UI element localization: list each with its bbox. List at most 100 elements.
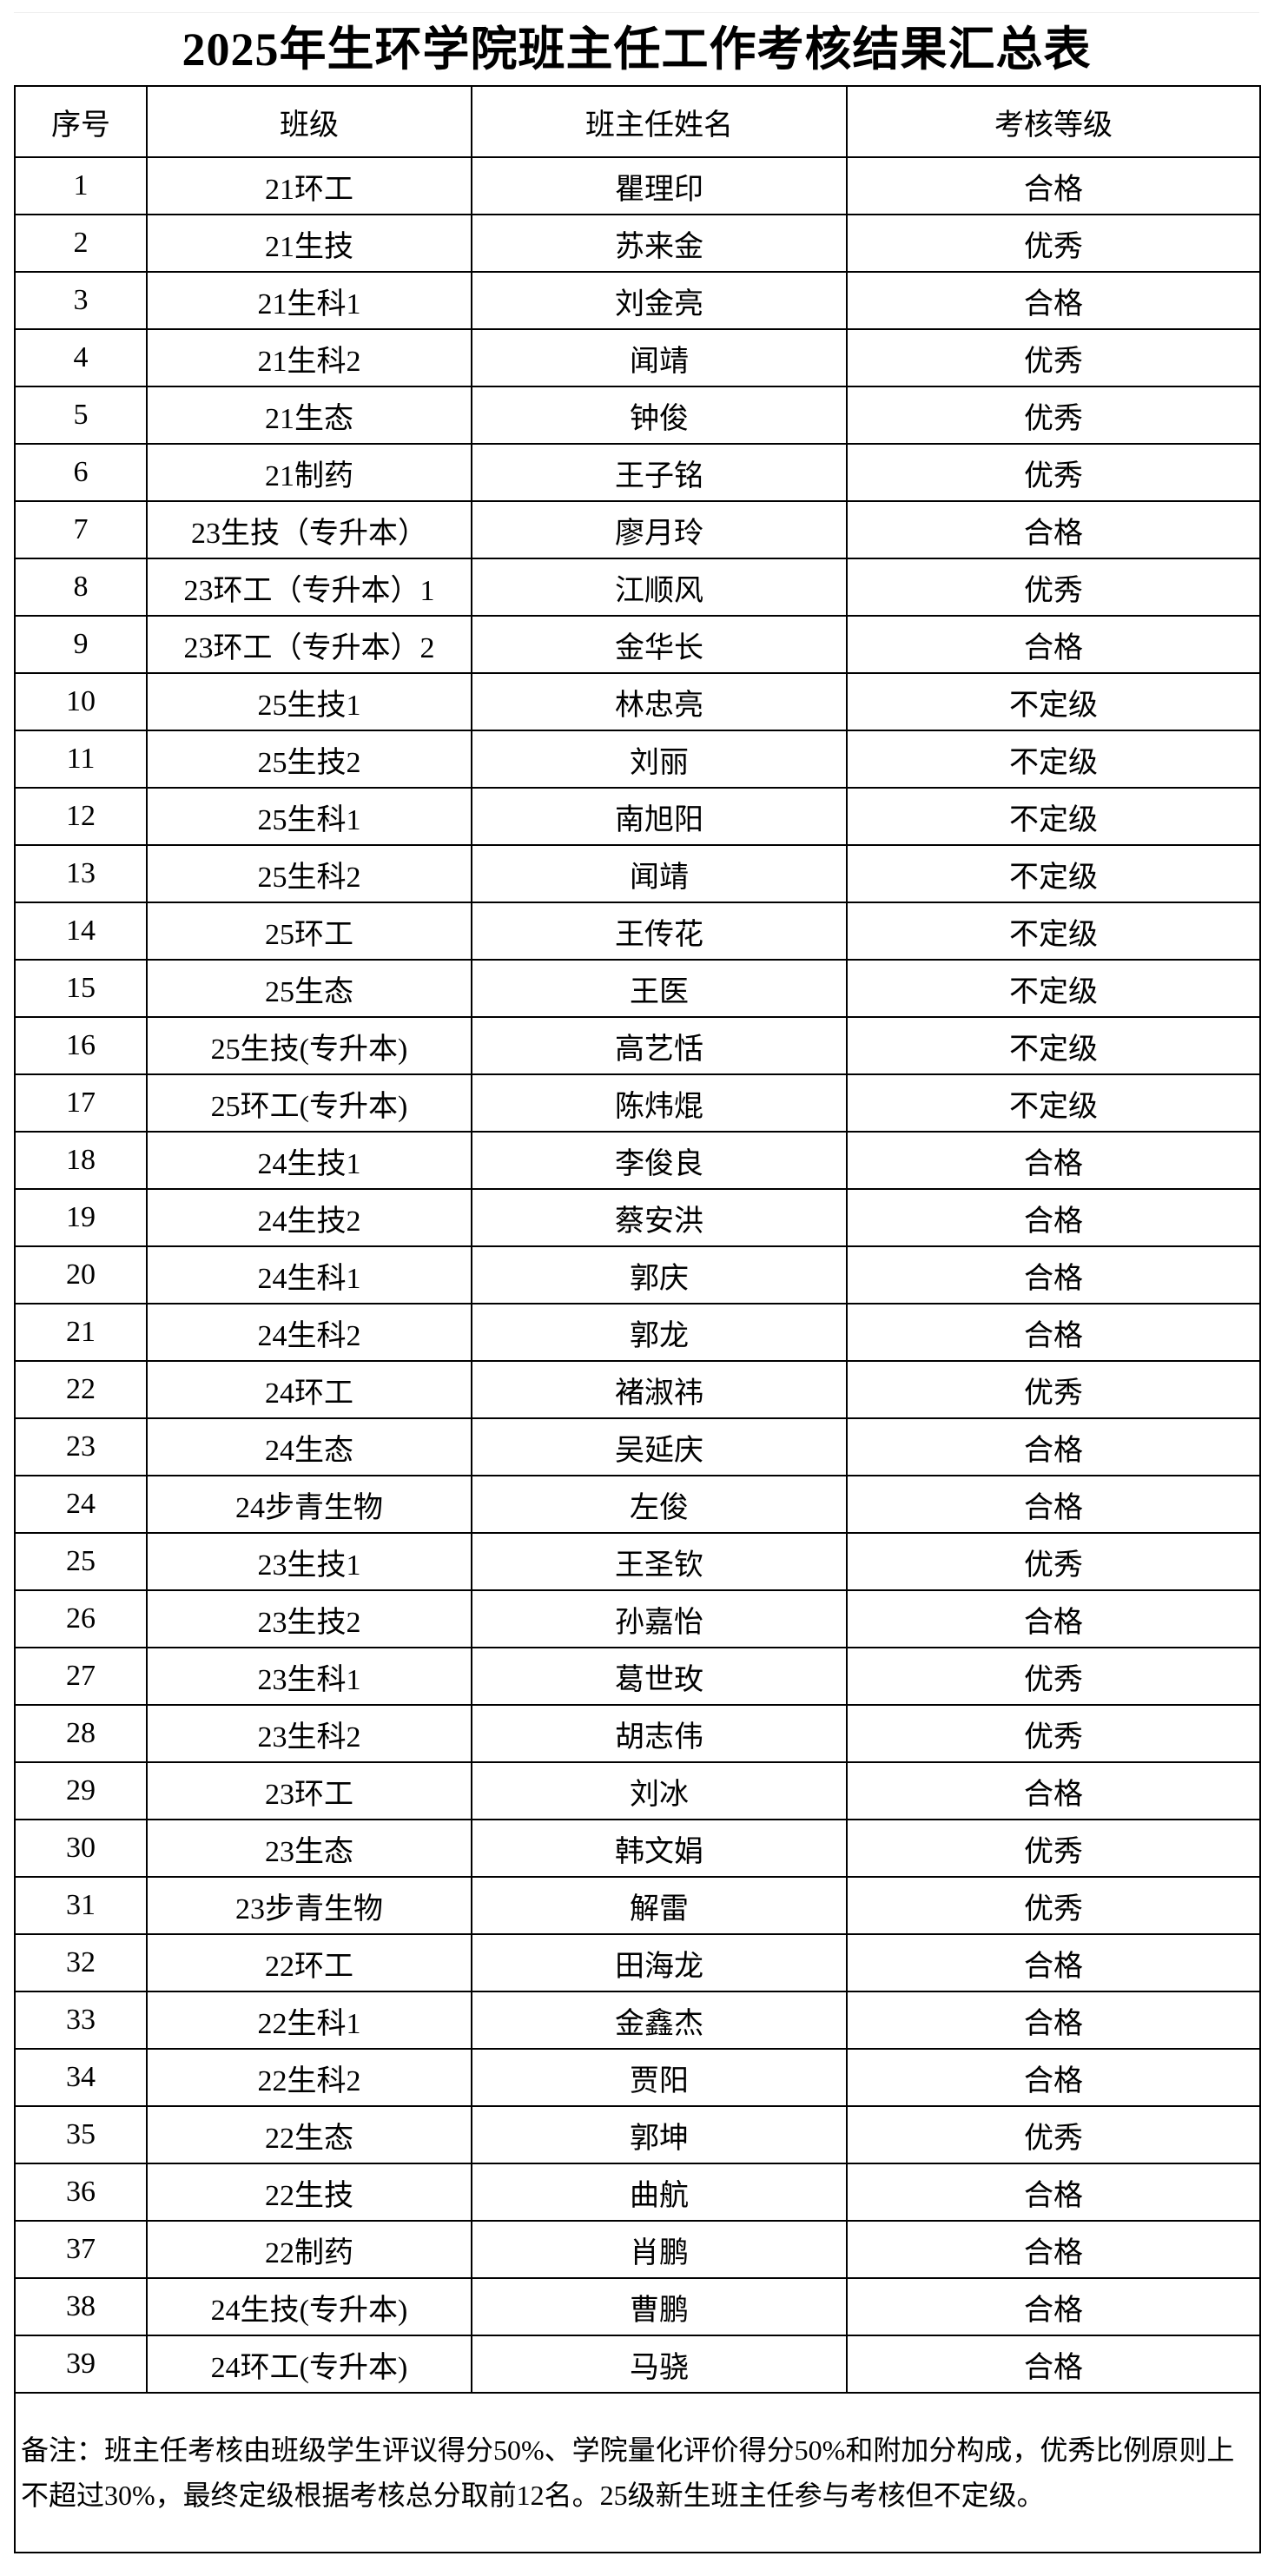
cell-index: 6 bbox=[14, 443, 148, 502]
cell-index: 22 bbox=[14, 1360, 148, 1419]
table-row: 38 24生技(专升本) 曹鹏 合格 bbox=[14, 2277, 1261, 2336]
cell-class: 22生技 bbox=[146, 2163, 472, 2222]
cell-grade: 合格 bbox=[846, 500, 1261, 559]
header-row: 序号 班级 班主任姓名 考核等级 bbox=[14, 85, 1261, 158]
cell-grade: 优秀 bbox=[846, 1876, 1261, 1935]
table-row: 31 23步青生物 解雷 优秀 bbox=[14, 1876, 1261, 1935]
cell-teacher: 吴延庆 bbox=[471, 1417, 848, 1476]
table-row: 30 23生态 韩文娟 优秀 bbox=[14, 1819, 1261, 1878]
cell-grade: 优秀 bbox=[846, 1819, 1261, 1878]
cell-teacher: 孙嘉怡 bbox=[471, 1589, 848, 1648]
cell-grade: 优秀 bbox=[846, 1360, 1261, 1419]
table-row: 19 24生技2 蔡安洪 合格 bbox=[14, 1188, 1261, 1247]
cell-class: 25生态 bbox=[146, 959, 472, 1018]
cell-teacher: 王医 bbox=[471, 959, 848, 1018]
cell-class: 23生科1 bbox=[146, 1647, 472, 1706]
table-row: 14 25环工 王传花 不定级 bbox=[14, 902, 1261, 961]
cell-index: 2 bbox=[14, 214, 148, 273]
cell-class: 24步青生物 bbox=[146, 1475, 472, 1534]
header-grade: 考核等级 bbox=[846, 85, 1261, 158]
cell-index: 24 bbox=[14, 1475, 148, 1534]
cell-grade: 合格 bbox=[846, 2048, 1261, 2107]
cell-index: 31 bbox=[14, 1876, 148, 1935]
cell-grade: 不定级 bbox=[846, 844, 1261, 903]
cell-index: 30 bbox=[14, 1819, 148, 1878]
cell-index: 9 bbox=[14, 615, 148, 674]
table-row: 29 23环工 刘冰 合格 bbox=[14, 1761, 1261, 1820]
cell-index: 38 bbox=[14, 2277, 148, 2336]
cell-class: 21环工 bbox=[146, 156, 472, 215]
cell-teacher: 解雷 bbox=[471, 1876, 848, 1935]
cell-teacher: 王传花 bbox=[471, 902, 848, 961]
table-row: 10 25生技1 林忠亮 不定级 bbox=[14, 672, 1261, 731]
cell-class: 22生科1 bbox=[146, 1991, 472, 2050]
cell-teacher: 瞿理印 bbox=[471, 156, 848, 215]
table-row: 11 25生技2 刘丽 不定级 bbox=[14, 730, 1261, 789]
table-row: 16 25生技(专升本) 高艺恬 不定级 bbox=[14, 1016, 1261, 1075]
cell-class: 24生态 bbox=[146, 1417, 472, 1476]
table-row: 37 22制药 肖鹏 合格 bbox=[14, 2220, 1261, 2279]
cell-class: 23生技（专升本） bbox=[146, 500, 472, 559]
table-row: 23 24生态 吴延庆 合格 bbox=[14, 1417, 1261, 1476]
cell-grade: 优秀 bbox=[846, 386, 1261, 445]
cell-class: 23生态 bbox=[146, 1819, 472, 1878]
cell-teacher: 高艺恬 bbox=[471, 1016, 848, 1075]
cell-teacher: 韩文娟 bbox=[471, 1819, 848, 1878]
cell-index: 8 bbox=[14, 558, 148, 617]
cell-grade: 不定级 bbox=[846, 1016, 1261, 1075]
table-row: 39 24环工(专升本) 马骁 合格 bbox=[14, 2335, 1261, 2394]
cell-grade: 优秀 bbox=[846, 443, 1261, 502]
cell-class: 23环工（专升本）2 bbox=[146, 615, 472, 674]
table-row: 9 23环工（专升本）2 金华长 合格 bbox=[14, 615, 1261, 674]
cell-grade: 合格 bbox=[846, 1589, 1261, 1648]
cell-class: 22生科2 bbox=[146, 2048, 472, 2107]
cell-class: 21生技 bbox=[146, 214, 472, 273]
cell-index: 10 bbox=[14, 672, 148, 731]
cell-index: 35 bbox=[14, 2105, 148, 2164]
cell-grade: 优秀 bbox=[846, 2105, 1261, 2164]
header-teacher: 班主任姓名 bbox=[471, 85, 848, 158]
cell-teacher: 闻靖 bbox=[471, 844, 848, 903]
cell-grade: 优秀 bbox=[846, 1532, 1261, 1591]
table-row: 34 22生科2 贾阳 合格 bbox=[14, 2048, 1261, 2107]
cell-index: 23 bbox=[14, 1417, 148, 1476]
cell-index: 21 bbox=[14, 1303, 148, 1362]
cell-index: 17 bbox=[14, 1073, 148, 1133]
cell-index: 26 bbox=[14, 1589, 148, 1648]
cell-grade: 合格 bbox=[846, 2277, 1261, 2336]
cell-class: 21生态 bbox=[146, 386, 472, 445]
table-row: 2 21生技 苏来金 优秀 bbox=[14, 214, 1261, 273]
cell-class: 25环工 bbox=[146, 902, 472, 961]
cell-grade: 不定级 bbox=[846, 672, 1261, 731]
cell-teacher: 刘丽 bbox=[471, 730, 848, 789]
cell-index: 15 bbox=[14, 959, 148, 1018]
cell-teacher: 田海龙 bbox=[471, 1933, 848, 1992]
cell-class: 25生科2 bbox=[146, 844, 472, 903]
table-row: 8 23环工（专升本）1 江顺风 优秀 bbox=[14, 558, 1261, 617]
note-row: 备注：班主任考核由班级学生评议得分50%、学院量化评价得分50%和附加分构成，优… bbox=[14, 2392, 1261, 2553]
cell-teacher: 李俊良 bbox=[471, 1131, 848, 1190]
header-index: 序号 bbox=[14, 85, 148, 158]
cell-grade: 合格 bbox=[846, 1188, 1261, 1247]
document-title: 2025年生环学院班主任工作考核结果汇总表 bbox=[14, 12, 1259, 86]
cell-teacher: 胡志伟 bbox=[471, 1704, 848, 1763]
note-text: 备注：班主任考核由班级学生评议得分50%、学院量化评价得分50%和附加分构成，优… bbox=[14, 2392, 1261, 2553]
cell-class: 24生技2 bbox=[146, 1188, 472, 1247]
cell-teacher: 马骁 bbox=[471, 2335, 848, 2394]
cell-class: 21生科1 bbox=[146, 271, 472, 330]
cell-index: 27 bbox=[14, 1647, 148, 1706]
cell-grade: 优秀 bbox=[846, 1704, 1261, 1763]
table-row: 28 23生科2 胡志伟 优秀 bbox=[14, 1704, 1261, 1763]
cell-grade: 合格 bbox=[846, 615, 1261, 674]
table-row: 5 21生态 钟俊 优秀 bbox=[14, 386, 1261, 445]
cell-class: 22生态 bbox=[146, 2105, 472, 2164]
cell-teacher: 刘金亮 bbox=[471, 271, 848, 330]
cell-class: 25生科1 bbox=[146, 787, 472, 846]
cell-index: 19 bbox=[14, 1188, 148, 1247]
cell-class: 23生技2 bbox=[146, 1589, 472, 1648]
cell-index: 16 bbox=[14, 1016, 148, 1075]
cell-index: 20 bbox=[14, 1245, 148, 1305]
cell-teacher: 王圣钦 bbox=[471, 1532, 848, 1591]
table-body: 1 21环工 瞿理印 合格 2 21生技 苏来金 优秀 3 21生科1 刘金亮 合格 4 21生科2 闻靖优… bbox=[14, 156, 1261, 2394]
cell-teacher: 贾阳 bbox=[471, 2048, 848, 2107]
